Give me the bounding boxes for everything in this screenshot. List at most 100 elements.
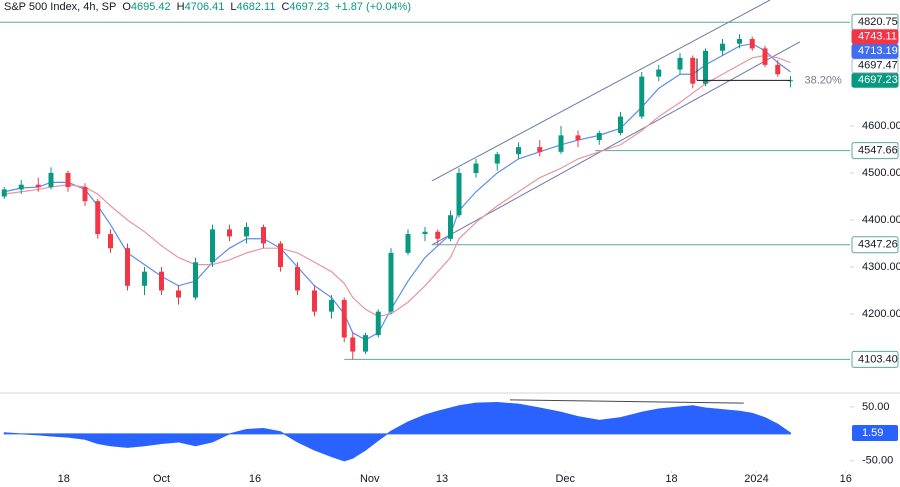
y-tick-label: 4400.00: [862, 214, 900, 226]
candle-body: [1, 189, 7, 197]
candle-body: [295, 266, 300, 291]
candle-body: [596, 133, 602, 141]
divergence-line: [509, 399, 744, 404]
price-tag-label: 4743.11: [858, 31, 897, 43]
change: +1.87 (+0.04%): [335, 1, 412, 13]
candle-body: [193, 262, 198, 298]
ohlc-item: H4706.41: [177, 1, 225, 13]
candle-body: [48, 172, 54, 188]
candle-body: [456, 172, 462, 216]
candle-body: [363, 335, 368, 352]
ohlc-item: L4682.11: [230, 1, 275, 13]
price-tag: [851, 72, 899, 88]
x-tick-label: 18: [665, 473, 677, 485]
channel-line: [431, 41, 801, 246]
ohlc-value: 4682.11: [236, 1, 276, 13]
candle-body: [448, 215, 453, 239]
ohlc-label: L: [230, 1, 237, 13]
candle-body: [677, 57, 683, 70]
ohlc-value: 4695.42: [130, 1, 171, 13]
candle-body: [227, 229, 232, 237]
candle-body: [341, 299, 347, 338]
y-tick-label: 4300.00: [862, 261, 900, 273]
candle-body: [639, 76, 645, 117]
x-tick-label: 18: [58, 473, 70, 485]
candle-body: [125, 248, 130, 286]
level-label: 4347.26: [858, 239, 898, 251]
ohlc-label: O: [122, 1, 131, 13]
candle-body: [65, 172, 71, 188]
y-tick-label: 4200.00: [862, 308, 900, 320]
price-tag-label: 4697.23: [858, 74, 898, 86]
candle-body: [762, 48, 768, 65]
candle-body: [312, 290, 317, 312]
candle-body: [575, 135, 581, 141]
candle-body: [435, 231, 441, 239]
candle-body: [703, 50, 708, 84]
candle-body: [388, 252, 394, 312]
y-tick-label: 4500.00: [862, 167, 900, 179]
ohlc-label: H: [176, 1, 185, 13]
candle-body: [558, 135, 564, 152]
osc-value-label: 1.59: [862, 427, 883, 439]
candle-body: [422, 231, 428, 235]
oscillator-area: [3, 402, 791, 462]
price-tag-label: 4697.47: [858, 60, 898, 72]
moving-average: [4, 54, 791, 317]
x-tick-label: 16: [249, 473, 261, 485]
candle-body: [82, 187, 88, 202]
ohlc-label: C: [281, 1, 290, 13]
channel-line: [431, 0, 771, 182]
candle-body: [18, 184, 24, 190]
moving-average: [4, 43, 791, 341]
x-tick-label: Nov: [360, 473, 380, 485]
candle-body: [244, 227, 249, 237]
candle-body: [261, 227, 266, 244]
level-tag: [851, 236, 899, 254]
fib-label: 38.20%: [805, 74, 843, 86]
candle-body: [516, 147, 521, 155]
level-label: 4820.75: [858, 16, 898, 28]
price-tag: [851, 29, 899, 45]
level-label: 4103.40: [858, 353, 898, 365]
x-tick-label: 16: [840, 473, 852, 485]
price-tag-label: 4713.19: [858, 45, 898, 57]
osc-y-tick-label: -50.00: [862, 455, 893, 467]
candle-body: [737, 39, 742, 44]
level-tag: [851, 350, 899, 368]
candle-body: [210, 229, 215, 263]
level-label: 4547.66: [858, 144, 898, 156]
ohlc-item: C4697.23: [281, 1, 329, 13]
candle-body: [142, 271, 147, 286]
chart-header: S&P 500 Index, 4h, SP O4695.42 H4706.41 L4…: [4, 1, 411, 13]
candle-body: [159, 271, 164, 291]
x-tick-label: 2024: [744, 473, 768, 485]
candle-body: [278, 243, 283, 267]
osc-value-tag: [852, 424, 898, 441]
candle-body: [618, 116, 623, 134]
candle-body: [176, 290, 181, 298]
candle-body: [494, 154, 500, 164]
candle-body: [749, 39, 755, 49]
candle-body: [375, 311, 381, 336]
level-tag: [851, 142, 899, 160]
candle-body: [473, 163, 479, 173]
candle-body: [690, 57, 696, 84]
x-tick-label: Dec: [555, 473, 575, 485]
candle-body: [35, 184, 41, 188]
candle-body: [656, 69, 662, 77]
ohlc-value: 4706.41: [184, 1, 225, 13]
candle-body: [108, 234, 113, 249]
candle-body: [720, 43, 725, 51]
x-tick-label: 13: [436, 473, 448, 485]
chart-title: S&P 500 Index, 4h, SP: [4, 1, 117, 13]
y-tick-label: 4600.00: [862, 120, 900, 132]
candle-body: [95, 201, 101, 235]
x-tick-label: Oct: [153, 473, 170, 485]
candle-body: [537, 147, 543, 152]
candle-body: [405, 234, 411, 253]
candle-body: [329, 299, 334, 312]
candle-body: [775, 64, 781, 75]
